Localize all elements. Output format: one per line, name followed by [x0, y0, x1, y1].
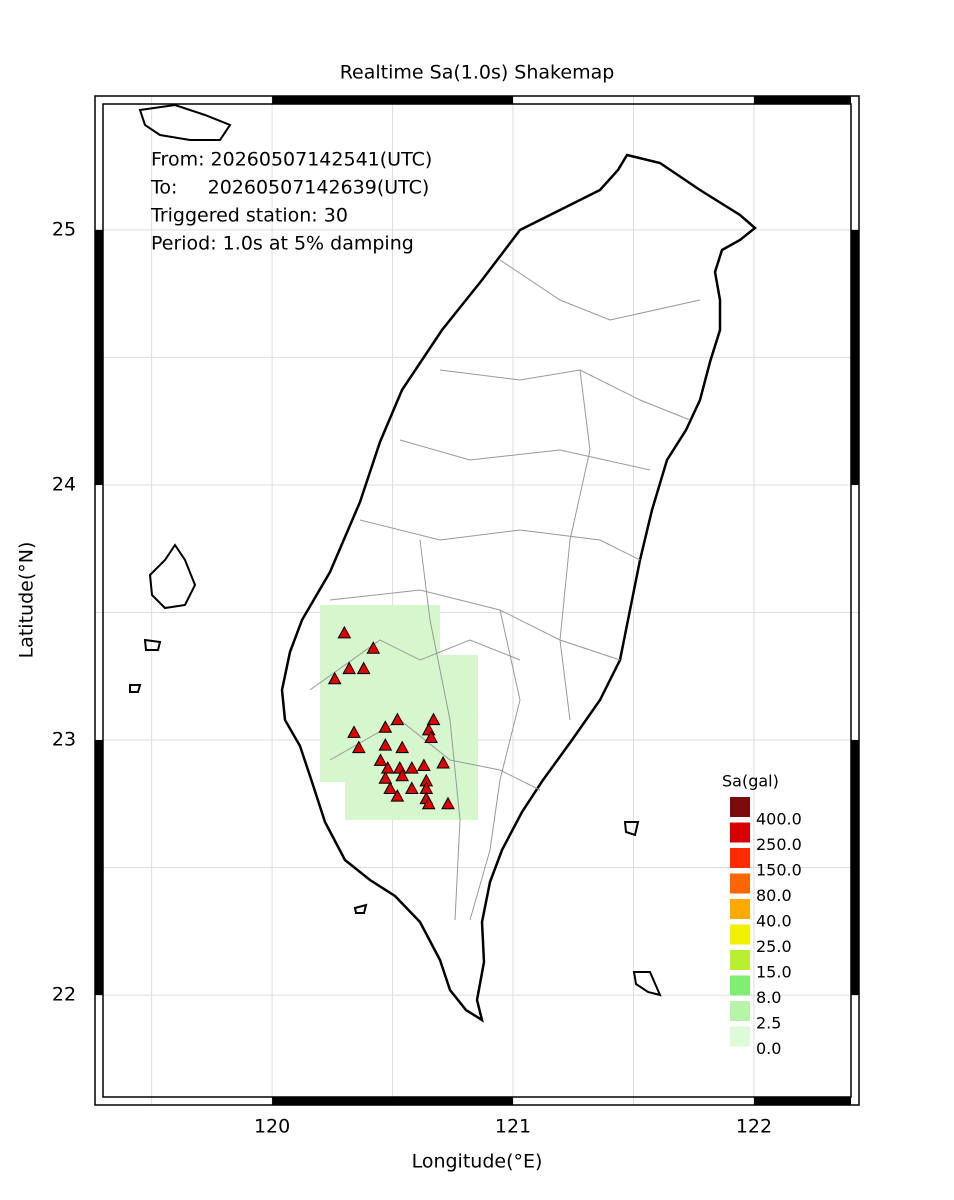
station	[395, 740, 410, 754]
x-tick-label: 120	[254, 1116, 290, 1138]
frame-bar	[95, 229, 103, 485]
y-tick-label: 23	[52, 729, 76, 751]
station	[373, 753, 388, 766]
frame-bar	[851, 229, 859, 485]
station	[417, 758, 431, 772]
legend-title: Sa(gal)	[722, 772, 779, 791]
info-period: Period: 1.0s at 5% damping	[151, 233, 414, 255]
coastline	[280, 153, 757, 1023]
y-tick-label: 22	[52, 984, 76, 1006]
legend-label: 250.0	[756, 835, 802, 854]
county-boundaries	[309, 259, 701, 921]
station	[390, 712, 405, 726]
stations	[327, 625, 455, 810]
legend-label: 80.0	[756, 886, 792, 905]
frame-bar	[272, 1097, 514, 1105]
info-stations: Triggered station: 30	[150, 205, 348, 227]
frame-bar	[753, 96, 851, 104]
x-tick-label: 122	[736, 1116, 772, 1138]
station	[380, 761, 395, 774]
station	[404, 761, 419, 774]
station	[421, 796, 436, 810]
frame-bar	[95, 740, 103, 996]
x-tick-label: 121	[495, 1116, 531, 1138]
title: Realtime Sa(1.0s) Shakemap	[340, 62, 615, 84]
legend-label: 25.0	[756, 937, 792, 956]
legend-label: 400.0	[756, 810, 802, 829]
station	[436, 755, 450, 769]
legend-label: 8.0	[756, 988, 781, 1007]
station	[351, 740, 366, 754]
legend-swatch	[730, 848, 750, 868]
x-axis-label: Longitude(°E)	[412, 1151, 543, 1173]
legend-swatch	[730, 873, 750, 894]
islands	[129, 103, 662, 997]
station	[395, 768, 410, 782]
legend-swatch	[730, 822, 750, 843]
y-tick-label: 25	[52, 218, 76, 240]
legend-label: 150.0	[756, 861, 802, 880]
legend-swatch	[730, 1001, 750, 1021]
legend-swatch	[730, 924, 750, 945]
legend-label: 0.0	[756, 1039, 781, 1058]
station	[378, 720, 393, 733]
station	[347, 725, 361, 738]
legend-label: 2.5	[756, 1014, 781, 1033]
legend: 400.0 250.0 150.0 80.0 40.0 25.0 15.0 8.0 2.5 0.0	[730, 797, 802, 1058]
station	[441, 796, 455, 810]
frame-bar	[753, 1097, 851, 1105]
grid	[95, 96, 859, 1105]
station	[337, 625, 352, 639]
legend-swatch	[730, 899, 750, 919]
legend-label: 15.0	[756, 963, 792, 982]
y-axis-label: Latitude(°N)	[16, 542, 38, 659]
frame	[94, 95, 860, 1106]
frame-bar	[851, 740, 859, 996]
station	[383, 781, 397, 794]
info-from: From: 20260507142541(UTC)	[151, 149, 432, 171]
legend-swatch	[730, 797, 750, 817]
station	[342, 661, 357, 675]
legend-swatch	[730, 1026, 750, 1047]
station	[426, 712, 441, 726]
station	[390, 789, 405, 802]
station	[366, 641, 381, 654]
frame-bar	[272, 96, 514, 104]
station	[356, 661, 371, 675]
station	[424, 730, 438, 743]
y-tick-label: 24	[52, 473, 76, 495]
info-to: To: 20260507142639(UTC)	[150, 177, 429, 199]
station	[404, 781, 419, 794]
station	[327, 671, 342, 685]
legend-swatch	[730, 975, 750, 996]
legend-label: 40.0	[756, 912, 792, 931]
legend-swatch	[730, 950, 750, 970]
station	[378, 738, 393, 751]
station	[378, 771, 393, 784]
